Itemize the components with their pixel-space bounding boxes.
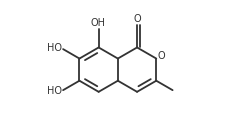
Text: HO: HO [47, 43, 62, 53]
Text: OH: OH [90, 18, 105, 28]
Text: O: O [133, 14, 141, 24]
Text: O: O [157, 52, 165, 62]
Text: HO: HO [47, 86, 62, 96]
